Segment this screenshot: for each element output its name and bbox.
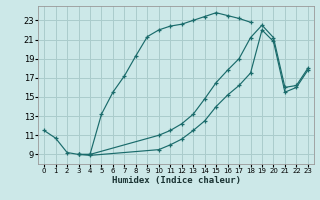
X-axis label: Humidex (Indice chaleur): Humidex (Indice chaleur)	[111, 176, 241, 185]
